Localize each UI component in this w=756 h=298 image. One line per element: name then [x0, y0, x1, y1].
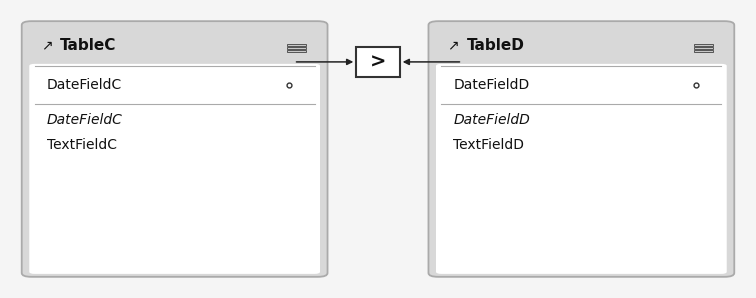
Text: >: >: [370, 52, 386, 72]
FancyBboxPatch shape: [429, 21, 734, 277]
Text: DateFieldC: DateFieldC: [47, 113, 122, 127]
Text: DateFieldC: DateFieldC: [47, 78, 122, 92]
Bar: [287, 50, 306, 52]
FancyBboxPatch shape: [29, 64, 320, 274]
FancyBboxPatch shape: [22, 21, 327, 277]
Text: TableD: TableD: [467, 38, 525, 53]
Text: ↗: ↗: [41, 38, 52, 52]
FancyBboxPatch shape: [436, 64, 727, 274]
Bar: [287, 44, 306, 46]
Bar: [356, 47, 400, 77]
Text: ↗: ↗: [448, 38, 459, 52]
Bar: [693, 44, 713, 46]
Bar: [693, 50, 713, 52]
Text: TableC: TableC: [60, 38, 116, 53]
Text: DateFieldD: DateFieldD: [454, 113, 530, 127]
Bar: [693, 47, 713, 49]
Bar: [287, 47, 306, 49]
Text: TextFieldD: TextFieldD: [454, 138, 525, 152]
Text: TextFieldC: TextFieldC: [47, 138, 116, 152]
Text: DateFieldD: DateFieldD: [454, 78, 529, 92]
